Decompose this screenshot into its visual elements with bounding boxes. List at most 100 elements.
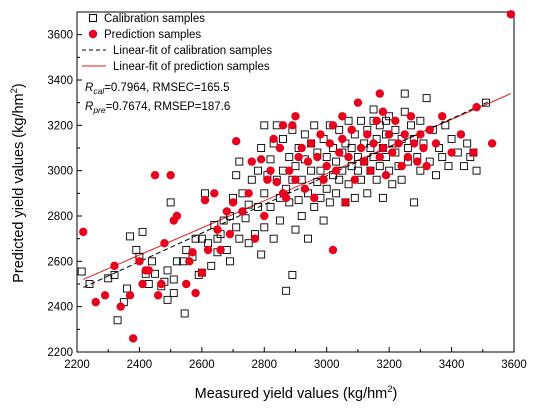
legend: Calibration samples Prediction samples L…	[82, 13, 272, 73]
calibration-point	[350, 193, 359, 202]
calibration-point	[347, 144, 356, 152]
prediction-point	[338, 112, 347, 121]
prediction-point	[372, 116, 381, 126]
prediction-point	[381, 171, 391, 180]
prediction-point	[353, 98, 363, 107]
prediction-point	[182, 279, 191, 289]
prediction-point	[216, 245, 225, 255]
calibration-point	[422, 94, 431, 103]
calibration-point	[288, 270, 297, 279]
calibration-point	[138, 227, 147, 236]
calibration-point	[291, 225, 300, 234]
calibration-point	[310, 121, 319, 130]
prediction-point	[378, 143, 388, 153]
prediction-point	[347, 125, 356, 135]
stats-rpre-sub: pre	[92, 105, 106, 115]
calibration-point	[438, 153, 447, 162]
prediction-point	[403, 152, 413, 162]
y-tick-label: 2200	[47, 347, 73, 359]
prediction-point	[447, 148, 456, 157]
calibration-point	[416, 116, 425, 125]
calibration-point	[260, 121, 269, 130]
y-tick-label: 2600	[47, 256, 73, 268]
calibration-point	[304, 234, 312, 243]
prediction-point	[506, 10, 516, 19]
prediction-point	[125, 291, 135, 300]
calibration-point	[332, 189, 341, 198]
prediction-point	[431, 139, 441, 148]
prediction-point	[375, 152, 384, 162]
y-tick-label: 2800	[47, 211, 73, 223]
prediction-point	[306, 139, 316, 148]
prediction-point	[222, 207, 232, 216]
prediction-point	[203, 245, 213, 255]
legend-cal-fit-label: Linear-fit of calibration samples	[113, 45, 272, 57]
calibration-point	[391, 125, 400, 134]
x-tick-label: 3000	[314, 359, 340, 371]
prediction-point	[263, 175, 272, 184]
calibration-point	[397, 175, 406, 184]
prediction-point	[244, 189, 253, 198]
prediction-point	[288, 121, 297, 130]
prediction-point	[294, 152, 303, 162]
calibration-point	[353, 153, 362, 162]
prediction-point	[247, 157, 256, 166]
calibration-point	[291, 162, 300, 171]
y-tick-label: 3400	[47, 75, 73, 87]
y-axis-unit: (kg/hm	[11, 93, 27, 137]
calibration-point	[85, 280, 94, 288]
y-axis-unit-close: )	[11, 83, 27, 88]
prediction-point	[116, 302, 125, 311]
x-axis-unit-sup: 2	[387, 384, 392, 395]
calibration-point	[400, 107, 409, 116]
calibration-point	[378, 193, 387, 202]
stats-rcal-text: =0.7964, RMSEC=165.5	[104, 82, 229, 94]
calibration-point	[325, 198, 334, 207]
legend-calibration-marker	[89, 14, 97, 22]
calibration-point	[235, 234, 244, 243]
x-tick-label: 2600	[189, 359, 215, 371]
prediction-point	[344, 152, 353, 162]
prediction-point	[231, 137, 241, 146]
calibration-point	[180, 309, 189, 318]
prediction-point	[144, 266, 153, 275]
calibration-point	[472, 166, 481, 175]
prediction-point	[416, 130, 425, 139]
prediction-point	[110, 261, 119, 271]
prediction-point	[406, 112, 416, 121]
prediction-point	[419, 143, 428, 153]
calibration-point	[322, 184, 331, 193]
calibration-point	[244, 239, 253, 248]
y-tick-label: 2400	[47, 302, 73, 314]
prediction-point	[438, 112, 447, 121]
calibration-point	[257, 250, 266, 259]
calibration-point	[266, 202, 275, 211]
calibration-point	[254, 166, 262, 175]
calibration-point	[225, 257, 234, 266]
y-tick-label: 3200	[47, 120, 73, 132]
calibration-point	[444, 162, 453, 171]
prediction-point	[469, 148, 478, 157]
y-axis-title: Predicted yield values (kg/hm2)	[9, 83, 27, 283]
calibration-point	[275, 216, 284, 225]
fit-lines	[83, 93, 512, 288]
calibration-point	[403, 144, 412, 152]
prediction-points	[79, 10, 516, 343]
calibration-point	[172, 257, 181, 266]
y-axis-unit-sup: 2	[9, 88, 20, 93]
prediction-point	[313, 152, 322, 162]
legend-prediction-label: Prediction samples	[104, 29, 201, 41]
calibration-point	[122, 284, 131, 293]
calibration-point	[322, 153, 331, 162]
prediction-point	[278, 189, 288, 198]
calibration-point	[357, 116, 365, 125]
prediction-point	[310, 193, 319, 203]
prediction-point	[91, 297, 100, 307]
prediction-point	[225, 229, 235, 239]
calibration-point	[110, 270, 119, 279]
prediction-point	[328, 121, 338, 130]
prediction-point	[256, 155, 266, 164]
calibration-point	[163, 266, 172, 275]
calibration-point	[247, 175, 256, 184]
